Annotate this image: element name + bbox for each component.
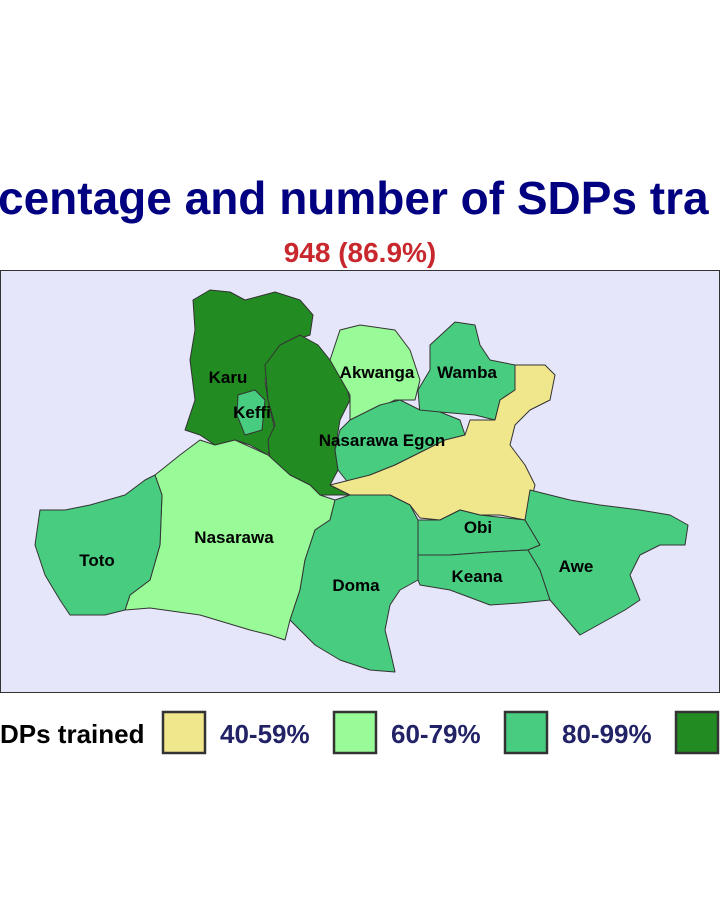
region	[264, 334, 351, 496]
subtitle: 948 (86.9%)	[284, 237, 437, 268]
region-label: Keana	[451, 567, 503, 586]
title: centage and number of SDPs tra	[0, 172, 709, 224]
legend-label: 60-79%	[391, 719, 481, 749]
region-label: Keffi	[233, 403, 271, 422]
region	[417, 549, 551, 606]
region-label: Awe	[559, 557, 594, 576]
region	[236, 389, 266, 436]
region-label: Doma	[332, 576, 380, 595]
region-labels: Karu Keffi Akwanga Wamba Nasarawa Egon Nasara…	[79, 363, 593, 595]
legend-title: DPs trained	[0, 719, 145, 749]
legend-swatch	[674, 710, 720, 755]
region-label: Nasarawa	[194, 528, 274, 547]
legend-swatch	[503, 710, 549, 755]
region-label: Toto	[79, 551, 115, 570]
regions	[34, 289, 689, 673]
region	[329, 364, 556, 521]
region	[524, 489, 689, 636]
region-label: Wamba	[437, 363, 497, 382]
region-label: Obi	[464, 518, 492, 537]
legend: 40-59% 60-79% 80-99%	[161, 710, 720, 755]
region-label: Karu	[209, 368, 248, 387]
region-label: Akwanga	[340, 363, 415, 382]
region	[289, 494, 419, 673]
legend-label: 80-99%	[562, 719, 652, 749]
legend-swatch	[332, 710, 378, 755]
legend-swatch	[161, 710, 207, 755]
legend-label: 40-59%	[220, 719, 310, 749]
region-label: Nasarawa Egon	[319, 431, 446, 450]
region	[34, 474, 163, 616]
